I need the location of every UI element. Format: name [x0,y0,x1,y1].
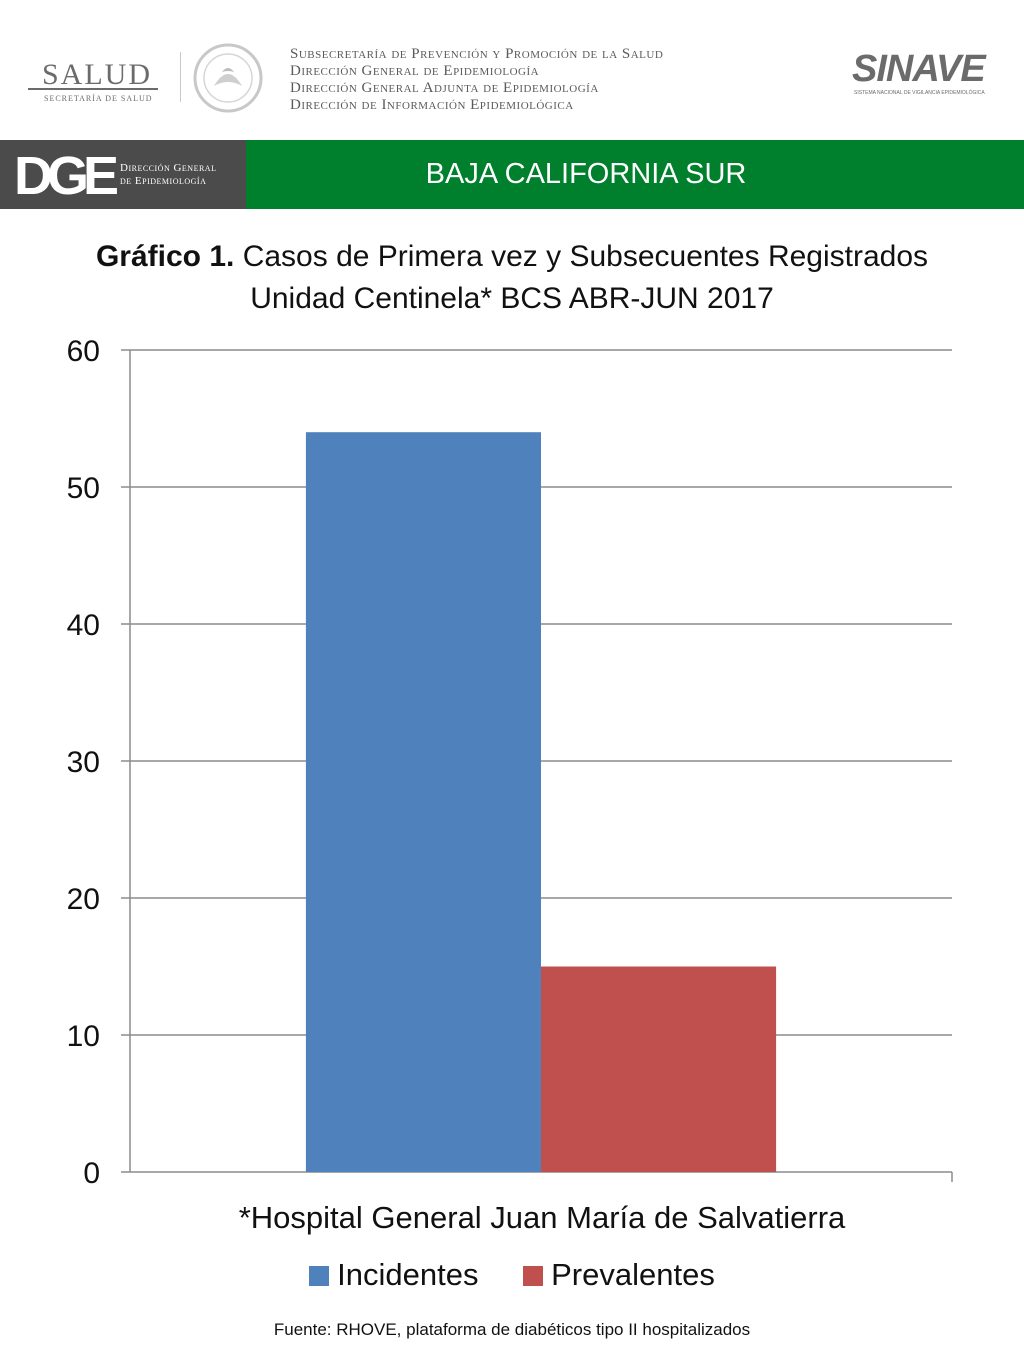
dge-letters: DGE [14,146,119,206]
y-tick-label: 30 [67,746,100,779]
sinave-word: SINAVE [852,48,986,90]
header: SALUD SECRETARÍA DE SALUD Subsecretaría … [0,0,1024,140]
salud-divider [28,88,158,90]
legend-item-incidentes: Incidentes [309,1257,478,1293]
legend-item-prevalentes: Prevalentes [523,1257,715,1293]
dge-text-line: de Epidemiología [120,175,207,187]
bar-incidentes [305,432,541,1172]
institution-line: Subsecretaría de Prevención y Promoción … [290,46,664,62]
national-seal-icon [193,43,263,113]
y-tick-label: 40 [67,609,100,642]
dge-text-line: Dirección General [120,162,217,174]
dge-text: Dirección General de Epidemiología [120,162,216,188]
legend-label: Incidentes [337,1256,479,1292]
legend-swatch [523,1265,544,1286]
institution-line: Dirección General Adjunta de Epidemiolog… [290,80,599,96]
bar-prevalentes [541,966,777,1172]
state-banner: DGE Dirección General de Epidemiología B… [0,140,1024,209]
chart-title-rest: Casos de Primera vez y Subsecuentes Regi… [234,240,929,273]
y-tick-label: 50 [67,472,100,505]
legend-swatch [309,1265,330,1286]
sinave-logo: SINAVE SISTEMA NACIONAL DE VIGILANCIA EP… [852,46,992,100]
y-tick-label: 0 [83,1157,100,1190]
bar-chart: 0 10 20 30 40 50 60 *Hospital General Juan Marí… [67,335,953,1235]
salud-logo: SALUD SECRETARÍA DE SALUD [28,52,168,108]
sinave-subtitle: SISTEMA NACIONAL DE VIGILANCIA EPIDEMIOL… [854,90,985,96]
chart-legend: Incidentes Prevalentes [0,1255,1024,1293]
y-tick-label: 20 [67,883,100,916]
chart-title-bold: Gráfico 1. [95,240,235,273]
chart-title-line2: Unidad Centinela* BCS ABR-JUN 2017 [250,282,774,315]
source-note: Fuente: RHOVE, plataforma de diabéticos … [273,1320,751,1339]
chart-title: Gráfico 1. Casos de Primera vez y Subsec… [0,236,1024,320]
y-tick-label: 60 [67,335,100,368]
header-divider [180,52,181,102]
institution-line: Dirección de Información Epidemiológica [290,97,574,113]
salud-subtitle: SECRETARÍA DE SALUD [44,94,153,103]
x-category-label: *Hospital General Juan María de Salvatie… [239,1200,846,1235]
institution-lines: Subsecretaría de Prevención y Promoción … [290,46,663,114]
salud-title: SALUD [42,58,153,91]
institution-line: Dirección General de Epidemiología [290,63,540,79]
state-name: BAJA CALIFORNIA SUR [425,158,747,190]
y-tick-label: 10 [67,1020,100,1053]
legend-label: Prevalentes [551,1256,715,1292]
dge-logo: DGE Dirección General de Epidemiología [0,140,246,209]
